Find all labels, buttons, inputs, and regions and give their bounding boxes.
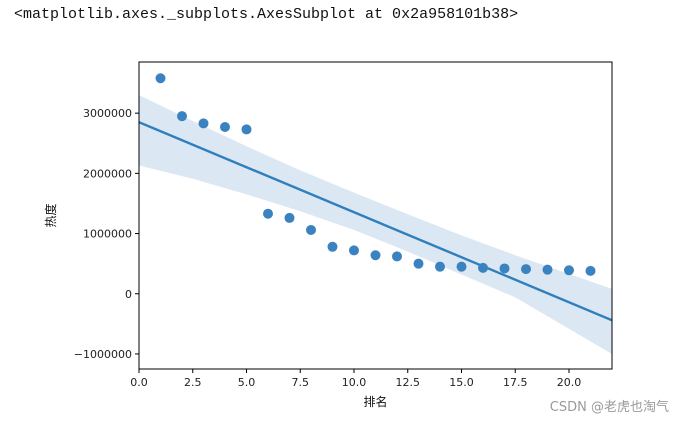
y-tick-label: 3000000 bbox=[83, 107, 132, 120]
data-point bbox=[413, 258, 424, 269]
data-point bbox=[263, 208, 273, 219]
data-point bbox=[435, 261, 445, 272]
x-tick-label: 17.5 bbox=[503, 376, 528, 389]
data-point bbox=[370, 250, 381, 261]
x-axis-label: 排名 bbox=[363, 394, 387, 409]
x-tick-label: 0.0 bbox=[130, 376, 148, 389]
x-tick-label: 7.5 bbox=[292, 376, 310, 389]
watermark: CSDN @老虎也淘气 bbox=[549, 400, 669, 415]
x-tick-label: 2.5 bbox=[184, 376, 202, 389]
data-point bbox=[564, 265, 574, 276]
data-point bbox=[177, 111, 187, 122]
data-point bbox=[585, 265, 596, 276]
regression-line bbox=[139, 121, 612, 322]
data-point bbox=[392, 251, 402, 262]
data-point bbox=[327, 241, 338, 252]
data-point bbox=[241, 124, 252, 135]
x-tick-label: 15.0 bbox=[449, 376, 474, 389]
x-tick-label: 10.0 bbox=[342, 376, 367, 389]
data-point bbox=[521, 264, 531, 275]
y-axis-label: 热度 bbox=[43, 203, 58, 227]
data-point bbox=[198, 118, 209, 129]
data-point bbox=[499, 263, 510, 274]
data-point bbox=[284, 212, 295, 223]
data-point bbox=[478, 262, 488, 273]
axes-frame bbox=[138, 61, 613, 370]
y-tick-label: 1000000 bbox=[83, 228, 132, 241]
data-point bbox=[542, 264, 553, 275]
confidence-band bbox=[139, 95, 612, 354]
x-tick-label: 12.5 bbox=[396, 376, 421, 389]
output-repr: <matplotlib.axes._subplots.AxesSubplot a… bbox=[14, 6, 519, 23]
data-point bbox=[155, 73, 166, 84]
data-point bbox=[456, 261, 467, 272]
data-point bbox=[220, 122, 230, 133]
x-tick-label: 20.0 bbox=[557, 376, 582, 389]
x-tick-label: 5.0 bbox=[238, 376, 256, 389]
data-point bbox=[306, 224, 316, 235]
y-tick-label: −1000000 bbox=[74, 348, 132, 361]
data-point bbox=[349, 245, 359, 256]
y-tick-label: 2000000 bbox=[83, 167, 132, 180]
y-tick-label: 0 bbox=[125, 288, 132, 301]
